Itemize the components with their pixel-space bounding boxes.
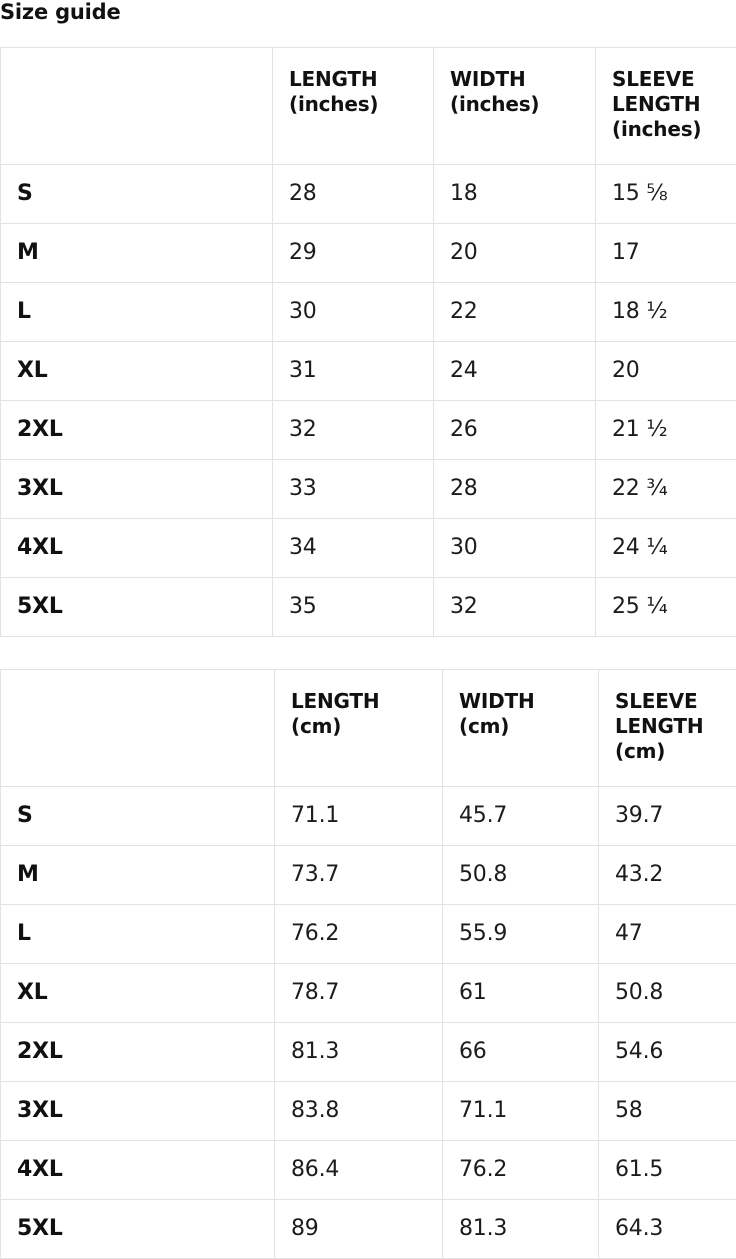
size-label-cell: L	[1, 905, 275, 964]
value-cell: 78.7	[275, 964, 443, 1023]
value-cell: 20	[434, 224, 596, 283]
value-cell: 50.8	[599, 964, 736, 1023]
value-cell: 61.5	[599, 1141, 736, 1200]
value-cell: 89	[275, 1200, 443, 1259]
table-row: 4XL 34 30 24 ¼	[1, 519, 736, 578]
value-cell: 34	[273, 519, 434, 578]
header-row: LENGTH (cm) WIDTH (cm) SLEEVE LENGTH (cm…	[1, 670, 736, 787]
value-cell: 20	[596, 342, 736, 401]
size-table-cm: LENGTH (cm) WIDTH (cm) SLEEVE LENGTH (cm…	[0, 669, 736, 1259]
value-cell: 28	[434, 460, 596, 519]
size-label-cell: S	[1, 165, 273, 224]
value-cell: 32	[273, 401, 434, 460]
value-cell: 15 ⅝	[596, 165, 736, 224]
column-header-width-cm: WIDTH (cm)	[443, 670, 599, 787]
value-cell: 22 ¾	[596, 460, 736, 519]
table-row: XL 31 24 20	[1, 342, 736, 401]
table-row: S 28 18 15 ⅝	[1, 165, 736, 224]
value-cell: 24 ¼	[596, 519, 736, 578]
size-label-cell: S	[1, 787, 275, 846]
table-row: L 30 22 18 ½	[1, 283, 736, 342]
size-label-cell: XL	[1, 964, 275, 1023]
size-label-cell: M	[1, 224, 273, 283]
value-cell: 22	[434, 283, 596, 342]
value-cell: 30	[434, 519, 596, 578]
value-cell: 81.3	[443, 1200, 599, 1259]
size-table-inches: LENGTH (inches) WIDTH (inches) SLEEVE LE…	[0, 47, 736, 637]
column-header-width-inches: WIDTH (inches)	[434, 48, 596, 165]
page-title: Size guide	[0, 0, 736, 24]
value-cell: 76.2	[443, 1141, 599, 1200]
table-row: 5XL 89 81.3 64.3	[1, 1200, 736, 1259]
value-cell: 50.8	[443, 846, 599, 905]
column-header-length-inches: LENGTH (inches)	[273, 48, 434, 165]
value-cell: 33	[273, 460, 434, 519]
value-cell: 83.8	[275, 1082, 443, 1141]
value-cell: 81.3	[275, 1023, 443, 1082]
table-row: 2XL 81.3 66 54.6	[1, 1023, 736, 1082]
value-cell: 25 ¼	[596, 578, 736, 637]
value-cell: 30	[273, 283, 434, 342]
size-label-cell: 4XL	[1, 1141, 275, 1200]
size-label-cell: L	[1, 283, 273, 342]
value-cell: 43.2	[599, 846, 736, 905]
value-cell: 54.6	[599, 1023, 736, 1082]
value-cell: 28	[273, 165, 434, 224]
value-cell: 31	[273, 342, 434, 401]
value-cell: 58	[599, 1082, 736, 1141]
value-cell: 26	[434, 401, 596, 460]
table-row: XL 78.7 61 50.8	[1, 964, 736, 1023]
header-row: LENGTH (inches) WIDTH (inches) SLEEVE LE…	[1, 48, 736, 165]
value-cell: 21 ½	[596, 401, 736, 460]
value-cell: 45.7	[443, 787, 599, 846]
corner-cell	[1, 48, 273, 165]
value-cell: 39.7	[599, 787, 736, 846]
size-label-cell: XL	[1, 342, 273, 401]
value-cell: 61	[443, 964, 599, 1023]
value-cell: 66	[443, 1023, 599, 1082]
value-cell: 86.4	[275, 1141, 443, 1200]
table-row: 2XL 32 26 21 ½	[1, 401, 736, 460]
size-label-cell: 5XL	[1, 578, 273, 637]
size-label-cell: 5XL	[1, 1200, 275, 1259]
column-header-length-cm: LENGTH (cm)	[275, 670, 443, 787]
value-cell: 35	[273, 578, 434, 637]
value-cell: 73.7	[275, 846, 443, 905]
size-label-cell: 3XL	[1, 1082, 275, 1141]
value-cell: 71.1	[275, 787, 443, 846]
table-row: 5XL 35 32 25 ¼	[1, 578, 736, 637]
size-label-cell: 2XL	[1, 401, 273, 460]
value-cell: 24	[434, 342, 596, 401]
value-cell: 18 ½	[596, 283, 736, 342]
value-cell: 29	[273, 224, 434, 283]
size-label-cell: 3XL	[1, 460, 273, 519]
column-header-sleeve-length-inches: SLEEVE LENGTH (inches)	[596, 48, 736, 165]
value-cell: 17	[596, 224, 736, 283]
table-row: 3XL 83.8 71.1 58	[1, 1082, 736, 1141]
corner-cell	[1, 670, 275, 787]
value-cell: 47	[599, 905, 736, 964]
value-cell: 55.9	[443, 905, 599, 964]
value-cell: 32	[434, 578, 596, 637]
column-header-sleeve-length-cm: SLEEVE LENGTH (cm)	[599, 670, 736, 787]
size-label-cell: 2XL	[1, 1023, 275, 1082]
size-label-cell: M	[1, 846, 275, 905]
table-row: M 73.7 50.8 43.2	[1, 846, 736, 905]
table-row: 3XL 33 28 22 ¾	[1, 460, 736, 519]
table-row: 4XL 86.4 76.2 61.5	[1, 1141, 736, 1200]
value-cell: 18	[434, 165, 596, 224]
value-cell: 76.2	[275, 905, 443, 964]
table-row: M 29 20 17	[1, 224, 736, 283]
table-row: L 76.2 55.9 47	[1, 905, 736, 964]
value-cell: 71.1	[443, 1082, 599, 1141]
value-cell: 64.3	[599, 1200, 736, 1259]
size-label-cell: 4XL	[1, 519, 273, 578]
table-row: S 71.1 45.7 39.7	[1, 787, 736, 846]
